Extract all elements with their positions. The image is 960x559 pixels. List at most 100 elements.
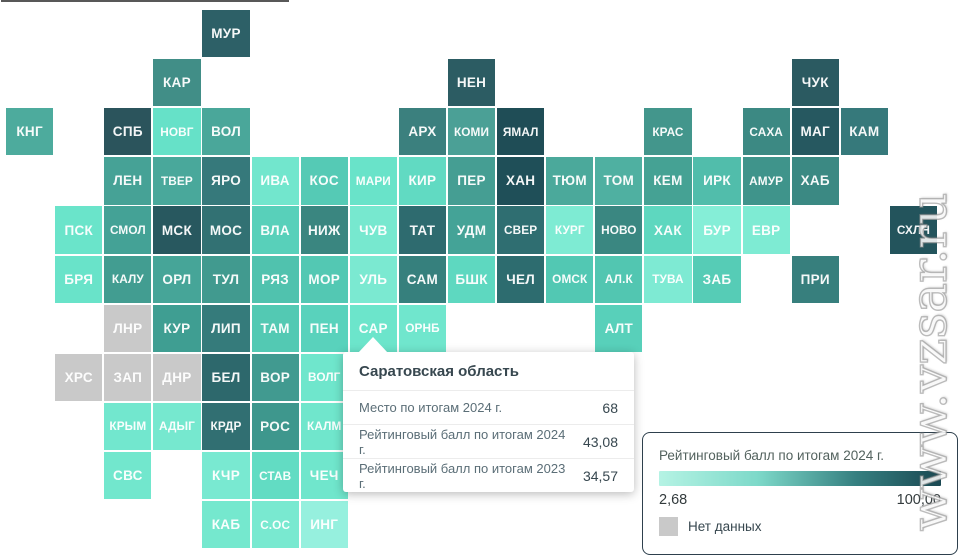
region-tile-ЯМАЛ[interactable]: ЯМАЛ xyxy=(497,108,545,156)
region-tile-БУР[interactable]: БУР xyxy=(693,206,741,254)
region-tile-КЧР[interactable]: КЧР xyxy=(202,451,250,500)
region-tile-НЕН[interactable]: НЕН xyxy=(447,59,496,107)
region-tile-КАБ[interactable]: КАБ xyxy=(202,501,250,549)
region-tile-КРАС[interactable]: КРАС xyxy=(644,108,692,156)
region-tile-ИРК[interactable]: ИРК xyxy=(693,157,741,205)
region-tile-ВЛА[interactable]: ВЛА xyxy=(251,206,299,254)
legend-gradient-bar xyxy=(659,471,941,486)
region-tile-АРХ[interactable]: АРХ xyxy=(398,108,447,156)
region-tile-ИНГ[interactable]: ИНГ xyxy=(300,501,348,549)
region-tile-МОС[interactable]: МОС xyxy=(202,206,250,254)
tooltip-row: Место по итогам 2024 г. 68 xyxy=(343,390,634,424)
region-tile-ТАТ[interactable]: ТАТ xyxy=(398,206,447,254)
region-tile-СВС[interactable]: СВС xyxy=(104,451,152,500)
region-tile-РОС[interactable]: РОС xyxy=(251,402,299,451)
region-tile-АМУР[interactable]: АМУР xyxy=(742,157,790,205)
region-tile-ТАМ[interactable]: ТАМ xyxy=(251,304,299,352)
region-tile-АЛТ[interactable]: АЛТ xyxy=(595,304,643,352)
region-tile-ЗАП[interactable]: ЗАП xyxy=(104,353,152,401)
tooltip-arrow xyxy=(358,337,388,353)
region-tile-ЛНР[interactable]: ЛНР xyxy=(104,304,152,352)
region-tile-САР[interactable]: САР xyxy=(349,304,397,352)
region-tile-ТЮМ[interactable]: ТЮМ xyxy=(546,157,594,205)
region-tile-БШК[interactable]: БШК xyxy=(447,255,496,303)
region-tooltip: Саратовская область Место по итогам 2024… xyxy=(343,337,634,492)
region-tile-ИВА[interactable]: ИВА xyxy=(251,157,299,205)
tooltip-row: Рейтинговый балл по итогам 2023 г. 34,57 xyxy=(343,458,634,492)
legend-minmax-row: 2,68 100,00 xyxy=(659,492,941,508)
region-tile-АЛ.К[interactable]: АЛ.К xyxy=(595,255,643,303)
tooltip-row-value: 68 xyxy=(602,399,618,416)
region-tile-ВОЛГ[interactable]: ВОЛГ xyxy=(300,353,348,401)
region-tile-КОС[interactable]: КОС xyxy=(300,157,348,205)
region-tile-КАЛМ[interactable]: КАЛМ xyxy=(300,402,348,451)
region-tile-НОВГ[interactable]: НОВГ xyxy=(153,108,201,156)
region-tile-МУР[interactable]: МУР xyxy=(202,10,250,58)
region-tile-КАР[interactable]: КАР xyxy=(153,59,201,107)
region-tile-УДМ[interactable]: УДМ xyxy=(447,206,496,254)
region-tile-ЧУК[interactable]: ЧУК xyxy=(791,59,839,107)
no-data-swatch xyxy=(659,517,678,536)
region-tile-КЕМ[interactable]: КЕМ xyxy=(644,157,692,205)
region-tile-ТУВА[interactable]: ТУВА xyxy=(644,255,692,303)
region-tile-ЯРО[interactable]: ЯРО xyxy=(202,157,250,205)
region-tile-ПЕР[interactable]: ПЕР xyxy=(447,157,496,205)
region-tile-КУР[interactable]: КУР xyxy=(153,304,201,352)
region-tile-ХАБ[interactable]: ХАБ xyxy=(791,157,839,205)
region-tile-ЧЕЛ[interactable]: ЧЕЛ xyxy=(497,255,545,303)
region-tile-ПСК[interactable]: ПСК xyxy=(55,206,103,254)
region-tile-КИР[interactable]: КИР xyxy=(398,157,447,205)
region-tile-РЯЗ[interactable]: РЯЗ xyxy=(251,255,299,303)
legend-title: Рейтинговый балл по итогам 2024 г. xyxy=(659,448,885,463)
region-tile-ЧЕЧ[interactable]: ЧЕЧ xyxy=(300,451,348,500)
region-tile-МОР[interactable]: МОР xyxy=(300,255,348,303)
region-tile-ЛЕН[interactable]: ЛЕН xyxy=(104,157,152,205)
region-tile-ВОР[interactable]: ВОР xyxy=(251,353,299,401)
region-tile-САХА[interactable]: САХА xyxy=(742,108,790,156)
region-tile-КНГ[interactable]: КНГ xyxy=(6,108,54,156)
region-tile-ХАК[interactable]: ХАК xyxy=(644,206,692,254)
region-tile-БЕЛ[interactable]: БЕЛ xyxy=(202,353,250,401)
region-tile-ВОЛ[interactable]: ВОЛ xyxy=(202,108,250,156)
region-tile-САМ[interactable]: САМ xyxy=(398,255,447,303)
region-tile-ПРИ[interactable]: ПРИ xyxy=(791,255,839,303)
region-tile-ПЕН[interactable]: ПЕН xyxy=(300,304,348,352)
region-tile-ОРЛ[interactable]: ОРЛ xyxy=(153,255,201,303)
region-tile-АДЫГ[interactable]: АДЫГ xyxy=(153,402,201,451)
region-tile-ЛИП[interactable]: ЛИП xyxy=(202,304,250,352)
region-tile-СМОЛ[interactable]: СМОЛ xyxy=(104,206,152,254)
region-tile-ДНР[interactable]: ДНР xyxy=(153,353,201,401)
region-tile-ХАН[interactable]: ХАН xyxy=(497,157,545,205)
region-tile-СХЛН[interactable]: СХЛН xyxy=(889,206,938,254)
region-tile-МСК[interactable]: МСК xyxy=(153,206,201,254)
region-tile-ОРНБ[interactable]: ОРНБ xyxy=(398,304,447,352)
region-tile-С.ОС[interactable]: С.ОС xyxy=(251,501,299,549)
region-tile-ЕВР[interactable]: ЕВР xyxy=(742,206,790,254)
region-tile-ЧУВ[interactable]: ЧУВ xyxy=(349,206,397,254)
region-tile-ТОМ[interactable]: ТОМ xyxy=(595,157,643,205)
region-tile-НИЖ[interactable]: НИЖ xyxy=(300,206,348,254)
no-data-label: Нет данных xyxy=(688,519,762,534)
region-tile-КРДР[interactable]: КРДР xyxy=(202,402,250,451)
region-tile-КАМ[interactable]: КАМ xyxy=(840,108,888,156)
region-tile-КРЫМ[interactable]: КРЫМ xyxy=(104,402,152,451)
region-tile-НОВО[interactable]: НОВО xyxy=(595,206,643,254)
region-tile-ОМСК[interactable]: ОМСК xyxy=(546,255,594,303)
region-tile-СТАВ[interactable]: СТАВ xyxy=(251,451,299,500)
region-tile-СВЕР[interactable]: СВЕР xyxy=(497,206,545,254)
region-tile-ХРС[interactable]: ХРС xyxy=(55,353,103,401)
region-tile-ЗАБ[interactable]: ЗАБ xyxy=(693,255,741,303)
region-tile-ТВЕР[interactable]: ТВЕР xyxy=(153,157,201,205)
region-tile-БРЯ[interactable]: БРЯ xyxy=(55,255,103,303)
region-tile-МАРИ[interactable]: МАРИ xyxy=(349,157,397,205)
tooltip-row-value: 43,08 xyxy=(582,433,618,450)
region-tile-УЛЬ[interactable]: УЛЬ xyxy=(349,255,397,303)
region-tile-ТУЛ[interactable]: ТУЛ xyxy=(202,255,250,303)
region-tile-СПБ[interactable]: СПБ xyxy=(104,108,152,156)
tooltip-row-label: Место по итогам 2024 г. xyxy=(359,400,503,415)
region-tile-МАГ[interactable]: МАГ xyxy=(791,108,839,156)
region-tile-КОМИ[interactable]: КОМИ xyxy=(447,108,496,156)
region-tile-КАЛУ[interactable]: КАЛУ xyxy=(104,255,152,303)
region-tile-КУРГ[interactable]: КУРГ xyxy=(546,206,594,254)
